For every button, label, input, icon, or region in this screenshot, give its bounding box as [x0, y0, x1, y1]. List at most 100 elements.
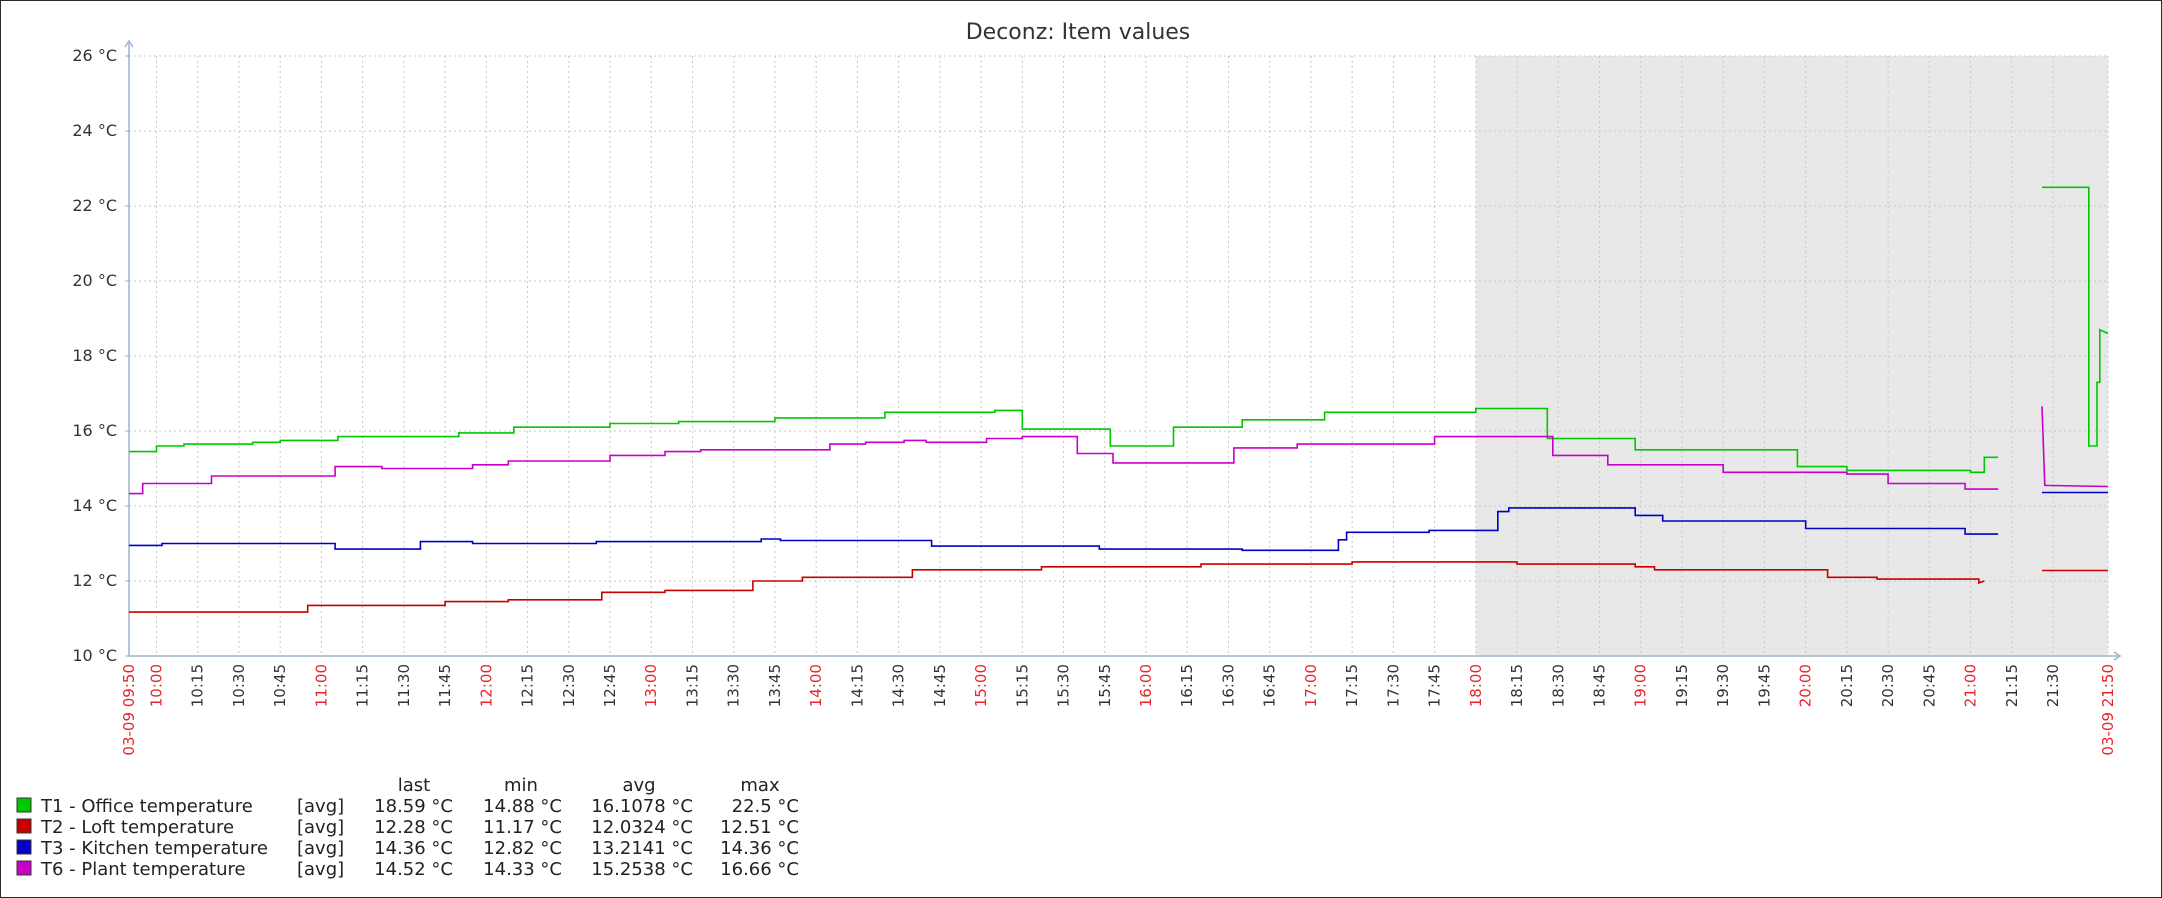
x-tick-label: 13:00: [642, 664, 660, 707]
x-axis-arrow: [2113, 651, 2122, 661]
x-tick-label: 13:30: [725, 664, 743, 707]
legend-header-avg: avg: [622, 775, 655, 796]
legend-last: 14.36 °C: [374, 838, 453, 859]
x-tick-label: 21:00: [1962, 664, 1980, 707]
x-tick-label: 14:45: [931, 664, 949, 707]
legend-min: 12.82 °C: [483, 838, 562, 859]
x-tick-label: 15:30: [1055, 664, 1073, 707]
legend-avg: 13.2141 °C: [591, 838, 693, 859]
legend-max: 22.5 °C: [732, 796, 799, 817]
x-tick-label: 16:00: [1137, 664, 1155, 707]
legend-header-last: last: [398, 775, 430, 796]
legend-header-min: min: [504, 775, 538, 796]
shaded-period: [1475, 56, 2108, 656]
x-tick-label: 19:45: [1755, 664, 1773, 707]
y-tick-label: 16 °C: [72, 421, 117, 440]
legend-avg: 12.0324 °C: [591, 817, 693, 838]
x-tick-label: 18:45: [1591, 664, 1609, 707]
y-tick-label: 22 °C: [72, 196, 117, 215]
y-tick-label: 10 °C: [72, 646, 117, 665]
legend-series-name: T1 - Office temperature: [40, 796, 253, 817]
legend-min: 14.88 °C: [483, 796, 562, 817]
x-tick-label: 11:30: [395, 664, 413, 707]
series-line-4: [129, 435, 1999, 495]
series-line-2: [129, 561, 1985, 613]
x-tick-label: 14:15: [848, 664, 866, 707]
legend-header-max: max: [740, 775, 780, 796]
x-tick-label: 16:45: [1261, 664, 1279, 707]
series-line-3: [129, 507, 1999, 552]
x-tick-label: 12:30: [560, 664, 578, 707]
x-tick-label: 11:15: [354, 664, 372, 707]
y-tick-label: 12 °C: [72, 571, 117, 590]
x-tick-label: 20:45: [1920, 664, 1938, 707]
x-tick-label: 20:30: [1879, 664, 1897, 707]
legend-last: 14.52 °C: [374, 859, 453, 880]
legend-last: 12.28 °C: [374, 817, 453, 838]
x-tick-label: 19:15: [1673, 664, 1691, 707]
y-tick-label: 24 °C: [72, 121, 117, 140]
legend-func: [avg]: [297, 817, 344, 838]
x-tick-label: 18:15: [1508, 664, 1526, 707]
legend-func: [avg]: [297, 838, 344, 859]
legend-max: 12.51 °C: [720, 817, 799, 838]
x-tick-label: 19:30: [1714, 664, 1732, 707]
x-tick-label: 10:15: [189, 664, 207, 707]
x-tick-label: 11:00: [312, 664, 330, 707]
legend-max: 14.36 °C: [720, 838, 799, 859]
legend-series-name: T2 - Loft temperature: [40, 817, 234, 838]
legend-avg: 15.2538 °C: [591, 859, 693, 880]
x-tick-label: 17:45: [1426, 664, 1444, 707]
x-tick-label: 10:30: [230, 664, 248, 707]
legend: last min avg max T1 - Office temperature [avg…: [16, 775, 799, 880]
legend-series-name: T3 - Kitchen temperature: [40, 838, 268, 859]
x-tick-label: 15:15: [1013, 664, 1031, 707]
x-tick-label: 17:30: [1384, 664, 1402, 707]
y-tick-label: 26 °C: [72, 46, 117, 65]
x-tick-label: 15:00: [972, 664, 990, 707]
x-tick-label: 03-09 21:50: [2099, 664, 2117, 756]
y-axis-arrow: [124, 39, 134, 48]
series-line-4: [2041, 406, 2109, 488]
x-tick-label: 11:45: [436, 664, 454, 707]
x-tick-label: 21:30: [2044, 664, 2062, 707]
x-tick-label: 10:00: [147, 664, 165, 707]
x-tick-label: 19:00: [1632, 664, 1650, 707]
legend-last: 18.59 °C: [374, 796, 453, 817]
x-tick-label: 20:00: [1797, 664, 1815, 707]
y-tick-label: 14 °C: [72, 496, 117, 515]
x-tick-label: 12:15: [519, 664, 537, 707]
x-tick-label: 20:15: [1838, 664, 1856, 707]
x-tick-label: 03-09 09:50: [120, 664, 138, 756]
legend-min: 14.33 °C: [483, 859, 562, 880]
legend-swatch: [16, 797, 32, 813]
series-line-1: [129, 407, 1999, 474]
x-tick-label: 14:30: [890, 664, 908, 707]
legend-swatch: [16, 860, 32, 876]
legend-max: 16.66 °C: [720, 859, 799, 880]
legend-series-name: T6 - Plant temperature: [40, 859, 246, 880]
x-tick-label: 13:15: [683, 664, 701, 707]
x-tick-label: 17:00: [1302, 664, 1320, 707]
legend-min: 11.17 °C: [483, 817, 562, 838]
legend-swatch: [16, 818, 32, 834]
x-tick-label: 10:45: [271, 664, 289, 707]
chart-title: Deconz: Item values: [966, 20, 1191, 45]
x-tick-label: 18:00: [1467, 664, 1485, 707]
x-tick-label: 12:45: [601, 664, 619, 707]
x-tick-label: 21:15: [2003, 664, 2021, 707]
legend-swatch: [16, 839, 32, 855]
legend-avg: 16.1078 °C: [591, 796, 693, 817]
x-tick-label: 13:45: [766, 664, 784, 707]
legend-func: [avg]: [297, 859, 344, 880]
y-tick-label: 18 °C: [72, 346, 117, 365]
x-tick-label: 16:30: [1219, 664, 1237, 707]
series-line-1: [2042, 186, 2109, 447]
legend-func: [avg]: [297, 796, 344, 817]
x-tick-label: 18:30: [1549, 664, 1567, 707]
x-tick-label: 16:15: [1178, 664, 1196, 707]
y-tick-label: 20 °C: [72, 271, 117, 290]
x-tick-label: 14:00: [807, 664, 825, 707]
